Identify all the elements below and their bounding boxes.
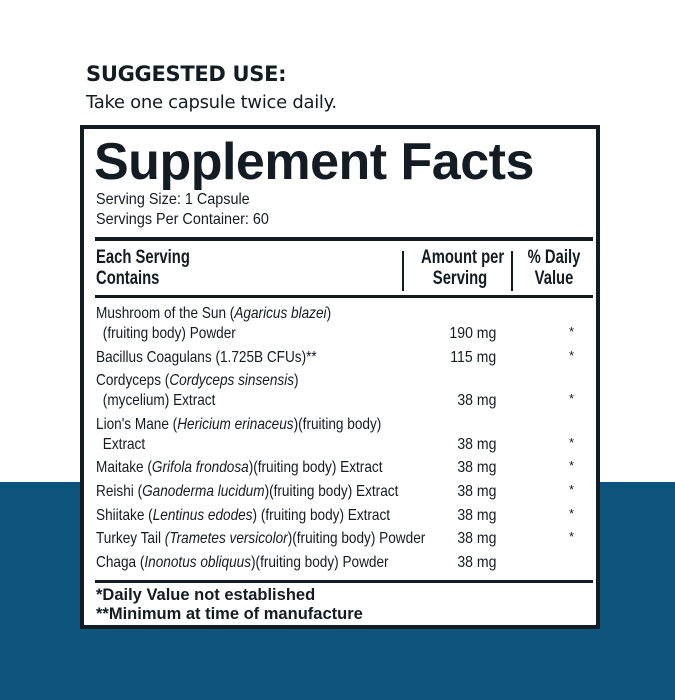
name-text: Reishi (: [96, 482, 143, 500]
amount: 38 mg: [456, 553, 496, 571]
header-daily-value: % Daily Value: [524, 247, 583, 289]
daily-value: *: [568, 347, 574, 363]
ingredient-name: Maitake (Grifola frondosa)(fruiting body…: [96, 458, 513, 478]
ingredient-row: Lion's Mane (Hericium erinaceus)(fruitin…: [96, 415, 586, 455]
ingredient-name: Reishi (Ganoderma lucidum)(fruiting body…: [96, 482, 513, 502]
daily-value: *: [568, 505, 574, 521]
latin-name: Lentinus edodes: [152, 506, 253, 524]
latin-name: Hericium erinaceus: [177, 415, 294, 433]
ingredient-row: Chaga (Inonotus obliquus)(fruiting body)…: [96, 553, 586, 573]
amount: 38 mg: [456, 482, 496, 500]
footnote-daily-value: *Daily Value not established: [96, 586, 316, 604]
name-text: ) (fruiting body) Extract: [252, 506, 391, 524]
name-text: Cordyceps (: [96, 372, 170, 390]
column-divider: [402, 251, 404, 291]
name-text: )(fruiting body) Powder: [287, 530, 426, 548]
name-text: )(fruiting body) Extract: [264, 482, 399, 500]
ingredient-row: Mushroom of the Sun (Agaricus blazei) (fr…: [96, 304, 586, 344]
name-text: Lion's Mane (: [96, 415, 178, 433]
ingredient-row: Shiitake (Lentinus edodes) (fruiting bod…: [96, 506, 586, 526]
header-bottom-rule: [95, 295, 593, 298]
name-text: Chaga (: [96, 553, 145, 571]
name-text: Bacillus Coagulans (1.725B CFUs)**: [96, 348, 317, 366]
panel-title: Supplement Facts: [94, 133, 534, 191]
name-text: Mushroom of the Sun (: [96, 305, 235, 322]
header-text: Contains: [96, 268, 160, 289]
daily-value: *: [568, 529, 574, 545]
ingredient-list: Mushroom of the Sun (Agaricus blazei) (fr…: [96, 304, 586, 576]
daily-value: *: [568, 481, 574, 497]
header-text: Each Serving: [96, 247, 190, 268]
latin-name: Inonotus obliquus: [144, 553, 252, 571]
ingredient-name: Turkey Tail (Trametes versicolor)(fruiti…: [96, 529, 513, 549]
serving-size: Serving Size: 1 Capsule: [96, 191, 250, 208]
name-text: ): [326, 305, 332, 322]
header-amount: Amount per Serving: [421, 247, 505, 289]
ingredient-name: Cordyceps (Cordyceps sinsensis): [96, 371, 513, 391]
ingredient-name: Bacillus Coagulans (1.725B CFUs)**: [96, 348, 513, 368]
footer-rule: [95, 580, 593, 583]
name-text: Maitake (: [96, 459, 152, 477]
name-text: )(fruiting body): [293, 415, 382, 433]
daily-value: *: [568, 434, 574, 450]
amount: 38 mg: [456, 506, 496, 524]
ingredient-name-continued: (mycelium) Extract: [102, 392, 216, 410]
latin-name: Agaricus blazei: [234, 305, 327, 322]
latin-name: Cordyceps sinsensis: [169, 372, 295, 390]
servings-per-container: Servings Per Container: 60: [96, 211, 269, 228]
ingredient-row: Cordyceps (Cordyceps sinsensis) (mycelium…: [96, 371, 586, 411]
ingredient-row: Reishi (Ganoderma lucidum)(fruiting body…: [96, 482, 586, 502]
column-divider: [511, 251, 513, 291]
ingredient-name: Lion's Mane (Hericium erinaceus)(fruitin…: [96, 415, 513, 435]
latin-name: Ganoderma lucidum: [142, 482, 265, 500]
amount: 38 mg: [456, 392, 496, 410]
name-text: Turkey Tail: [96, 530, 165, 548]
latin-name: (Trametes versicolor: [164, 530, 288, 548]
amount: 38 mg: [456, 530, 496, 548]
ingredient-row: Bacillus Coagulans (1.725B CFUs)** 115 mg…: [96, 348, 586, 368]
ingredient-name: Mushroom of the Sun (Agaricus blazei): [96, 304, 513, 324]
amount: 38 mg: [456, 459, 496, 477]
ingredient-name: Chaga (Inonotus obliquus)(fruiting body)…: [96, 553, 513, 573]
ingredient-name: Shiitake (Lentinus edodes) (fruiting bod…: [96, 506, 513, 526]
footnote-minimum: **Minimum at time of manufacture: [96, 605, 363, 623]
latin-name: Grifola frondosa: [151, 459, 249, 477]
header-text: Amount per: [421, 247, 505, 268]
header-rule: [95, 237, 593, 241]
supplement-facts-panel: Supplement Facts Serving Size: 1 Capsule…: [80, 125, 600, 629]
ingredient-row: Turkey Tail (Trametes versicolor)(fruiti…: [96, 529, 586, 549]
amount: 38 mg: [456, 435, 496, 453]
name-text: ): [294, 372, 299, 390]
suggested-use-heading: SUGGESTED USE:: [86, 62, 287, 86]
ingredient-name-continued: (fruiting body) Powder: [102, 325, 236, 342]
name-text: )(fruiting body) Powder: [251, 553, 389, 571]
daily-value: *: [568, 324, 574, 339]
header-text: % Daily: [527, 247, 581, 268]
daily-value: *: [568, 391, 574, 407]
ingredient-name-continued: Extract: [102, 435, 146, 453]
header-text: Value: [534, 268, 574, 289]
amount: 190 mg: [449, 325, 496, 342]
ingredient-row: Maitake (Grifola frondosa)(fruiting body…: [96, 458, 586, 478]
amount: 115 mg: [450, 348, 496, 366]
name-text: )(fruiting body) Extract: [248, 459, 383, 477]
name-text: Shiitake (: [96, 506, 153, 524]
daily-value: *: [568, 458, 574, 474]
header-each-serving: Each Serving Contains: [96, 247, 190, 289]
suggested-use-text: Take one capsule twice daily.: [86, 92, 337, 113]
header-text: Serving: [432, 268, 488, 289]
